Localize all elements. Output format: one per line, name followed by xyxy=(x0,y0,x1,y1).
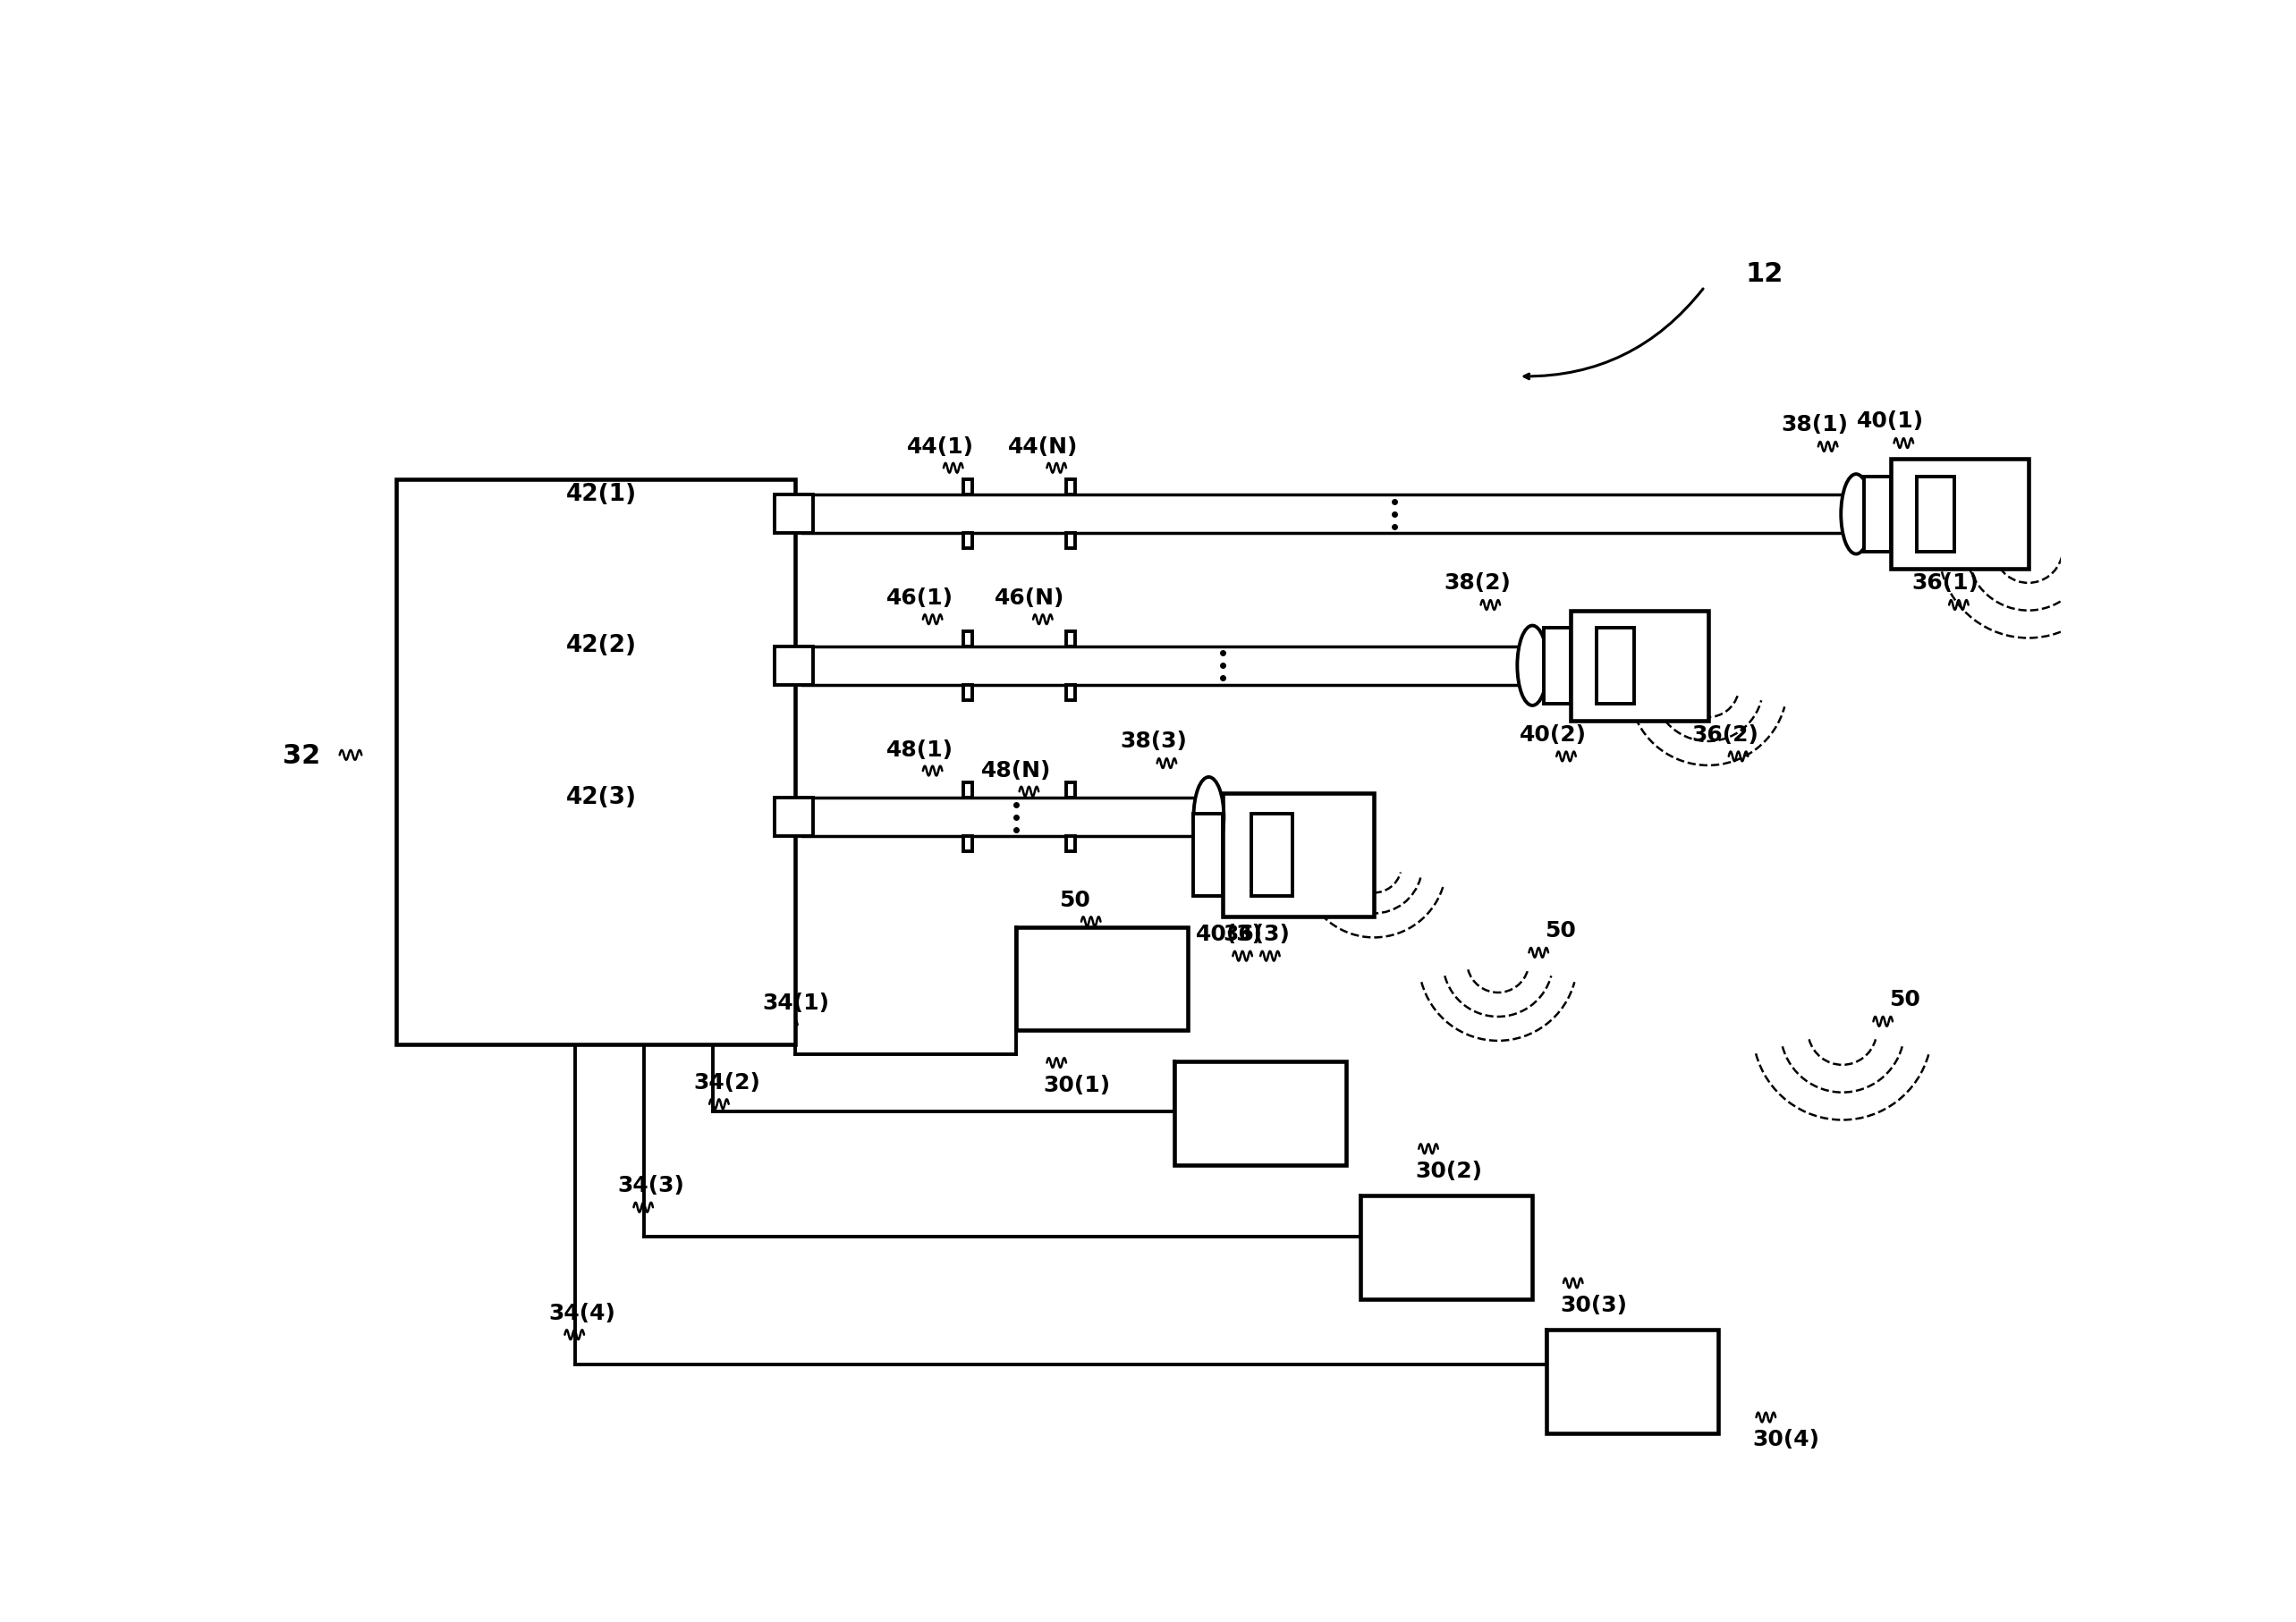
Text: 40(3): 40(3) xyxy=(1196,923,1263,944)
Bar xyxy=(1359,1195,1531,1299)
Text: 36(3): 36(3) xyxy=(1224,923,1290,944)
Ellipse shape xyxy=(1841,475,1871,555)
Text: 12: 12 xyxy=(1745,261,1784,287)
Text: 42(2): 42(2) xyxy=(567,634,636,657)
Bar xyxy=(1251,814,1293,897)
Text: 42(1): 42(1) xyxy=(567,482,636,506)
Bar xyxy=(774,495,813,534)
Text: 34(4): 34(4) xyxy=(549,1302,615,1324)
Text: 36(1): 36(1) xyxy=(1913,573,1979,594)
Bar xyxy=(964,480,971,495)
Text: 30(3): 30(3) xyxy=(1559,1294,1628,1315)
Bar xyxy=(1068,783,1075,798)
Text: 38(3): 38(3) xyxy=(1120,730,1187,753)
Bar xyxy=(1545,1330,1717,1434)
Text: 30(2): 30(2) xyxy=(1414,1160,1483,1181)
Bar xyxy=(1570,611,1708,722)
Bar xyxy=(774,798,813,837)
Bar xyxy=(964,684,971,701)
Text: 48(N): 48(N) xyxy=(980,759,1052,780)
Bar xyxy=(774,647,813,684)
Bar xyxy=(1194,814,1221,897)
Text: 38(1): 38(1) xyxy=(1782,414,1848,435)
Text: 46(N): 46(N) xyxy=(994,587,1065,608)
Text: 36(2): 36(2) xyxy=(1692,723,1759,744)
Bar xyxy=(1068,837,1075,852)
Ellipse shape xyxy=(1194,777,1224,858)
Text: 30(1): 30(1) xyxy=(1042,1074,1111,1095)
Bar xyxy=(964,631,971,647)
Text: 50: 50 xyxy=(1545,920,1575,941)
Bar xyxy=(1068,534,1075,548)
Bar xyxy=(1545,628,1570,704)
Bar xyxy=(395,480,794,1045)
Bar xyxy=(1015,928,1187,1030)
Text: 32: 32 xyxy=(282,743,319,769)
Text: 44(1): 44(1) xyxy=(907,436,974,457)
Text: 48(1): 48(1) xyxy=(886,740,953,761)
Text: 40(1): 40(1) xyxy=(1857,410,1924,431)
Text: 34(3): 34(3) xyxy=(618,1174,684,1195)
Text: 38(2): 38(2) xyxy=(1444,573,1511,594)
Ellipse shape xyxy=(1518,626,1548,706)
Bar xyxy=(1917,477,1954,553)
Bar xyxy=(1173,1062,1345,1165)
Text: 44(N): 44(N) xyxy=(1008,436,1079,457)
Text: 46(1): 46(1) xyxy=(886,587,953,608)
Bar xyxy=(1864,477,1890,553)
Text: 50: 50 xyxy=(1058,889,1091,910)
Bar xyxy=(1068,631,1075,647)
Bar xyxy=(1068,684,1075,701)
Text: 50: 50 xyxy=(1890,989,1919,1011)
Bar xyxy=(1221,793,1373,916)
Bar xyxy=(964,837,971,852)
Bar xyxy=(1596,628,1635,704)
Text: 34(1): 34(1) xyxy=(762,993,829,1014)
Text: 40(2): 40(2) xyxy=(1520,723,1587,744)
Text: 30(4): 30(4) xyxy=(1752,1429,1821,1450)
Bar xyxy=(1890,459,2027,569)
Bar xyxy=(964,534,971,548)
Text: 42(3): 42(3) xyxy=(567,785,636,808)
Bar xyxy=(964,783,971,798)
Text: 34(2): 34(2) xyxy=(693,1071,760,1093)
Bar xyxy=(1068,480,1075,495)
